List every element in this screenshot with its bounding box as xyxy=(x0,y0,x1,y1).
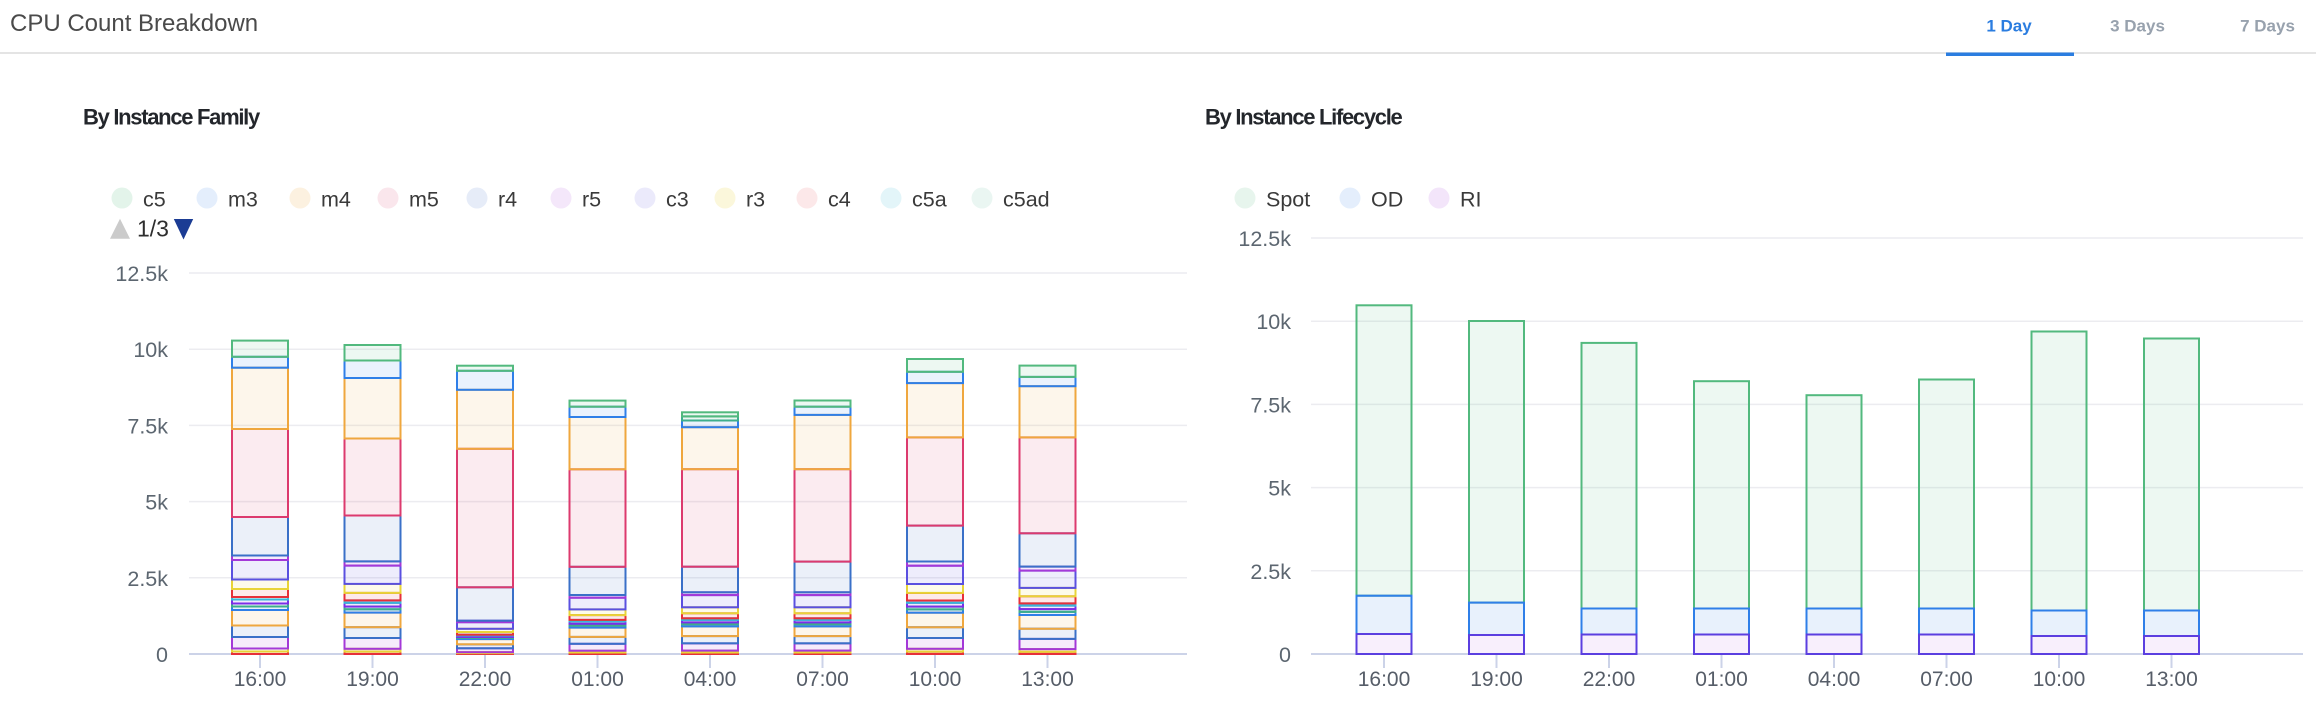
svg-text:CPU Count Breakdown: CPU Count Breakdown xyxy=(10,10,258,37)
svg-text:01:00: 01:00 xyxy=(571,668,624,691)
svg-text:c4: c4 xyxy=(828,188,851,212)
svg-text:22:00: 22:00 xyxy=(1583,668,1636,691)
svg-text:c5ad: c5ad xyxy=(1003,188,1050,212)
svg-text:m4: m4 xyxy=(321,188,351,212)
svg-text:r4: r4 xyxy=(498,188,517,212)
svg-text:12.5k: 12.5k xyxy=(115,262,168,286)
svg-text:16:00: 16:00 xyxy=(234,668,287,691)
svg-text:12.5k: 12.5k xyxy=(1238,227,1291,251)
svg-text:RI: RI xyxy=(1460,188,1482,212)
svg-text:By Instance Family: By Instance Family xyxy=(83,105,261,130)
svg-text:7 Days: 7 Days xyxy=(2240,17,2295,36)
svg-text:10k: 10k xyxy=(133,338,168,362)
svg-text:r5: r5 xyxy=(582,188,601,212)
svg-text:1 Day: 1 Day xyxy=(1986,17,2032,36)
svg-text:3 Days: 3 Days xyxy=(2110,17,2165,36)
svg-text:01:00: 01:00 xyxy=(1695,668,1748,691)
svg-text:2.5k: 2.5k xyxy=(127,567,168,591)
svg-text:07:00: 07:00 xyxy=(796,668,849,691)
svg-text:m3: m3 xyxy=(228,188,258,212)
svg-text:c5: c5 xyxy=(143,188,166,212)
svg-text:c3: c3 xyxy=(666,188,689,212)
svg-text:7.5k: 7.5k xyxy=(1250,393,1291,417)
svg-text:13:00: 13:00 xyxy=(2145,668,2198,691)
svg-text:22:00: 22:00 xyxy=(459,668,512,691)
svg-text:07:00: 07:00 xyxy=(1920,668,1973,691)
svg-text:0: 0 xyxy=(1279,643,1291,667)
svg-text:10k: 10k xyxy=(1256,310,1291,334)
svg-text:19:00: 19:00 xyxy=(346,668,399,691)
svg-text:10:00: 10:00 xyxy=(909,668,962,691)
svg-text:0: 0 xyxy=(156,643,168,667)
svg-text:16:00: 16:00 xyxy=(1358,668,1411,691)
svg-text:10:00: 10:00 xyxy=(2033,668,2086,691)
svg-text:By Instance Lifecycle: By Instance Lifecycle xyxy=(1205,105,1403,130)
svg-text:m5: m5 xyxy=(409,188,439,212)
svg-text:Spot: Spot xyxy=(1266,188,1310,212)
svg-text:04:00: 04:00 xyxy=(684,668,737,691)
svg-text:13:00: 13:00 xyxy=(1021,668,1074,691)
svg-text:OD: OD xyxy=(1371,188,1403,212)
svg-text:2.5k: 2.5k xyxy=(1250,560,1291,584)
svg-text:5k: 5k xyxy=(1268,477,1291,501)
svg-text:c5a: c5a xyxy=(912,188,947,212)
svg-text:7.5k: 7.5k xyxy=(127,414,168,438)
svg-text:1/3: 1/3 xyxy=(137,216,169,242)
svg-text:5k: 5k xyxy=(145,491,168,515)
svg-text:19:00: 19:00 xyxy=(1470,668,1523,691)
svg-text:04:00: 04:00 xyxy=(1808,668,1861,691)
svg-text:r3: r3 xyxy=(746,188,765,212)
